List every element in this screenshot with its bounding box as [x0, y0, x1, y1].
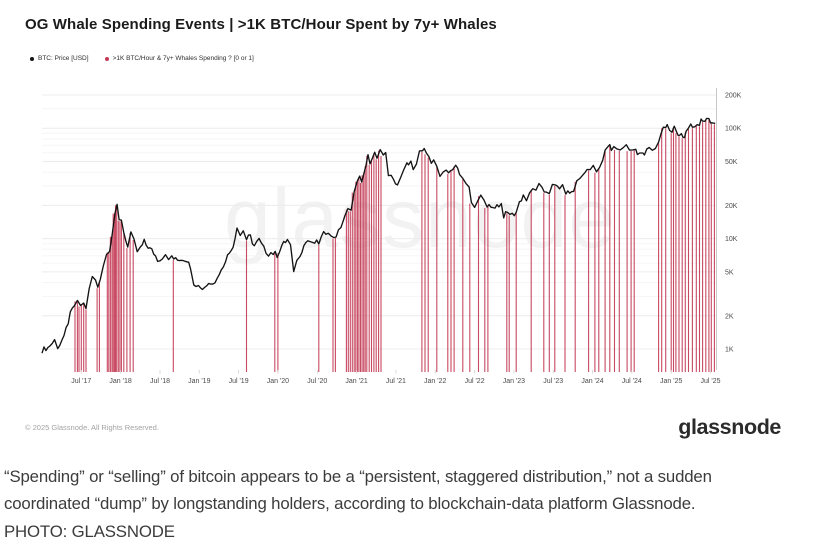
x-tick-label: Jul '19: [229, 378, 249, 385]
y-tick-label: 1K: [725, 347, 734, 354]
btc-price-spending-chart: 1K 2K 5K 10K 20K 50K 100K 200K Jul '17 Jan '18 Jul…: [41, 88, 742, 385]
chart-legend: BTC: Price [USD] >1K BTC/Hour & 7y+ Whal…: [30, 55, 254, 62]
x-tick-label: Jan '22: [424, 378, 446, 385]
x-tick-label: Jul '24: [622, 378, 642, 385]
whale-spending-dot-icon: [104, 56, 109, 61]
copyright-text: © 2025 Glassnode. All Rights Reserved.: [25, 423, 159, 432]
x-tick-label: Jan '20: [267, 378, 289, 385]
x-tick-label: Jul '18: [150, 378, 170, 385]
legend-item-whale-spending: >1K BTC/Hour & 7y+ Whales Spending ? [0 …: [104, 55, 254, 62]
x-tick-label: Jan '24: [581, 378, 603, 385]
caption-line-1: “Spending” or “selling” of bitcoin appea…: [4, 467, 712, 486]
legend-label: BTC: Price [USD]: [38, 55, 89, 62]
y-tick-label: 2K: [725, 313, 734, 320]
y-tick-label: 50K: [725, 159, 738, 166]
legend-item-btc-price: BTC: Price [USD]: [30, 55, 89, 62]
x-tick-label: Jan '25: [660, 378, 682, 385]
x-tick-label: Jul '21: [386, 378, 406, 385]
y-tick-label: 5K: [725, 269, 734, 276]
glassnode-logo: glassnode: [678, 415, 781, 439]
y-tick-label: 10K: [725, 236, 738, 243]
x-tick-label: Jan '19: [188, 378, 210, 385]
btc-price-line: [41, 117, 716, 354]
x-tick-label: Jul '20: [307, 378, 327, 385]
x-tick-label: Jan '23: [503, 378, 525, 385]
legend-label: >1K BTC/Hour & 7y+ Whales Spending ? [0 …: [112, 55, 254, 62]
btc-price-dot-icon: [30, 56, 34, 61]
y-tick-label: 100K: [725, 126, 742, 133]
image-caption: “Spending” or “selling” of bitcoin appea…: [4, 463, 712, 542]
x-tick-label: Jan '18: [109, 378, 131, 385]
y-tick-label: 200K: [725, 93, 742, 100]
x-tick-label: Jan '21: [345, 378, 367, 385]
photo-credit: PHOTO: GLASSNODE: [4, 522, 175, 541]
y-tick-label: 20K: [725, 203, 738, 210]
x-tick-label: Jul '25: [700, 378, 720, 385]
x-tick-label: Jul '23: [543, 378, 563, 385]
chart-title: OG Whale Spending Events | >1K BTC/Hour …: [25, 16, 497, 33]
caption-line-2: coordinated “dump” by longstanding holde…: [4, 494, 696, 513]
x-tick-label: Jul '22: [465, 378, 485, 385]
x-tick-label: Jul '17: [71, 378, 91, 385]
